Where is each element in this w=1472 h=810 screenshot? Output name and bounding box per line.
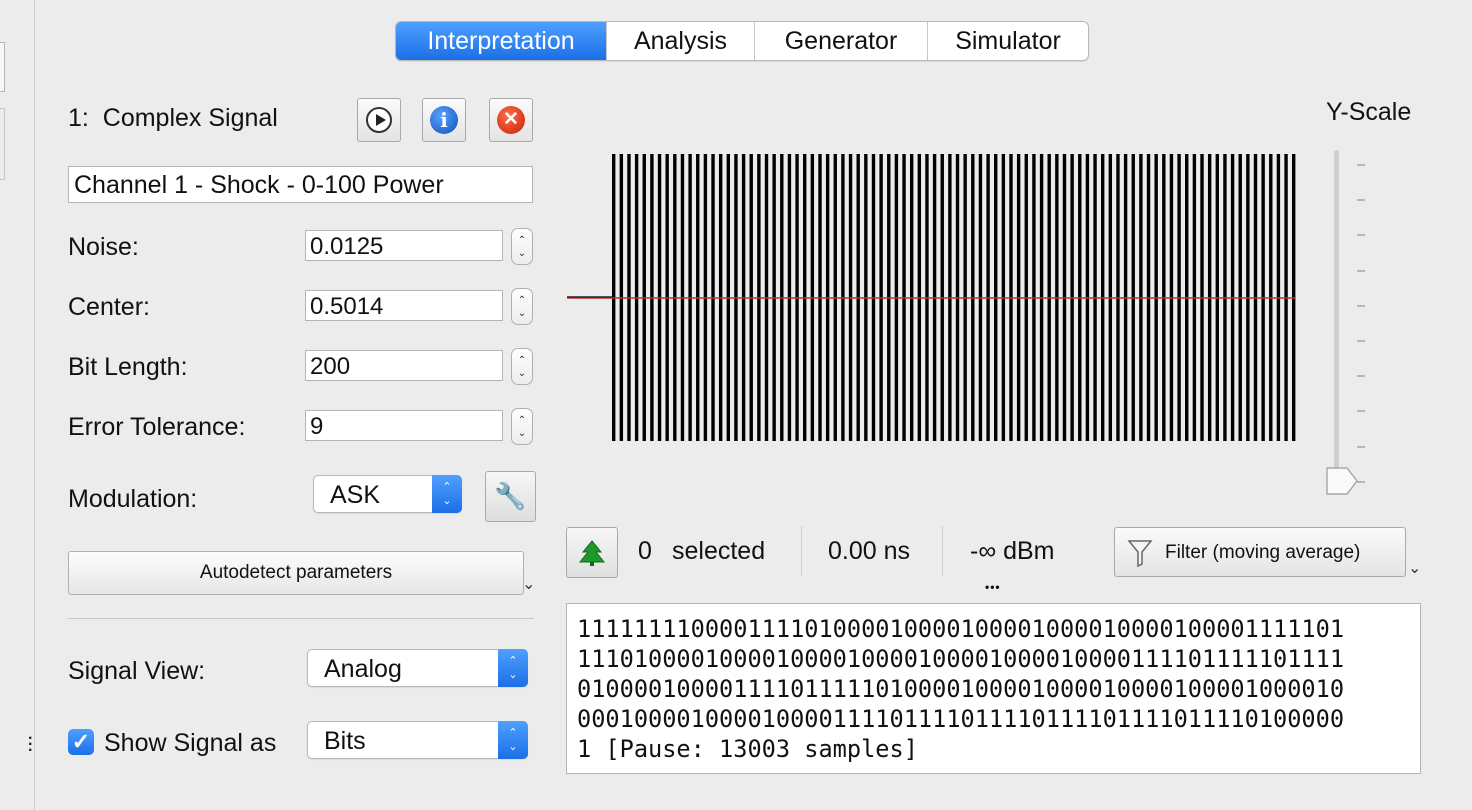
- signal-name-field[interactable]: Channel 1 - Shock - 0-100 Power: [68, 166, 533, 203]
- duration-value: 0.00 ns: [828, 537, 911, 565]
- y-scale-slider-knob[interactable]: [1325, 466, 1359, 496]
- show-signal-as-value: Bits: [324, 727, 366, 755]
- left-panel-edge: [0, 0, 35, 810]
- status-separator: [801, 526, 802, 576]
- y-scale-tick: [1357, 410, 1365, 413]
- protocol-bits-view[interactable]: 1111111100001111010000100001000010000100…: [566, 603, 1421, 774]
- status-separator: [942, 526, 943, 576]
- y-scale-tick: [1357, 375, 1365, 378]
- signal-view-label: Signal View:: [68, 657, 206, 685]
- y-scale-tick: [1357, 480, 1365, 483]
- y-scale-tick: [1357, 269, 1365, 272]
- close-signal-button[interactable]: ✕: [489, 98, 533, 142]
- tab-bar: Interpretation Analysis Generator Simula…: [395, 21, 1089, 61]
- bits-line: 1 [Pause: 13003 samples]: [577, 735, 918, 763]
- filter-button[interactable]: Filter (moving average): [1114, 527, 1406, 577]
- signal-title-text: Complex Signal: [102, 104, 278, 132]
- select-arrows-icon: ⌃ ⌄: [498, 721, 528, 759]
- play-button[interactable]: [357, 98, 401, 142]
- y-scale-tick: [1357, 445, 1365, 448]
- modulation-label: Modulation:: [68, 485, 198, 513]
- signal-plot[interactable]: [567, 150, 1297, 445]
- divider: [68, 618, 534, 619]
- show-signal-label: Show Signal as: [104, 729, 277, 757]
- left-panel-button-edge[interactable]: [0, 42, 5, 92]
- play-icon: [366, 107, 392, 133]
- bits-line: 0001000010000100001111011110111101111011…: [577, 705, 1345, 733]
- wrench-icon: 🔧: [494, 481, 527, 511]
- tab-interpretation[interactable]: Interpretation: [396, 22, 606, 60]
- y-scale-tick: [1357, 340, 1365, 342]
- close-icon: ✕: [497, 106, 525, 134]
- noise-stepper[interactable]: ⌃ ⌄: [511, 228, 533, 265]
- select-arrows-icon: ⌃ ⌄: [498, 649, 528, 687]
- y-scale-label: Y-Scale: [1326, 98, 1412, 126]
- center-stepper[interactable]: ⌃ ⌄: [511, 288, 533, 325]
- select-arrows-icon: ⌃ ⌄: [432, 475, 462, 513]
- modulation-settings-button[interactable]: 🔧: [485, 471, 536, 522]
- selected-count: 0: [638, 537, 652, 565]
- bits-line: 1110100001000010000100001000010000100001…: [577, 645, 1345, 673]
- modulation-select[interactable]: ASK ⌃ ⌄: [313, 475, 462, 513]
- left-panel-field-edge: [0, 108, 5, 180]
- splitter-handle[interactable]: · · ·: [28, 730, 34, 759]
- tab-analysis[interactable]: Analysis: [606, 22, 754, 60]
- filter-menu-chevron-icon[interactable]: ⌄: [1408, 560, 1422, 577]
- y-scale-tick: [1357, 164, 1365, 166]
- splitter-handle[interactable]: •••: [985, 580, 1001, 594]
- show-signal-checkbox[interactable]: ✓: [68, 729, 94, 755]
- noise-field[interactable]: 0.0125: [305, 230, 503, 261]
- error-tolerance-field[interactable]: 9: [305, 410, 503, 441]
- selected-label: selected: [672, 537, 766, 565]
- bits-line: 0100001000011110111110100001000010000100…: [577, 675, 1345, 703]
- modulation-value: ASK: [330, 481, 381, 509]
- noise-label: Noise:: [68, 233, 139, 261]
- bit-length-stepper[interactable]: ⌃ ⌄: [511, 348, 533, 385]
- tab-generator[interactable]: Generator: [754, 22, 927, 60]
- show-selection-button[interactable]: [566, 527, 618, 578]
- expand-chevron-icon[interactable]: ⌄: [522, 576, 536, 593]
- signal-view-select[interactable]: Analog ⌃ ⌄: [307, 649, 528, 687]
- error-tolerance-label: Error Tolerance:: [68, 413, 246, 441]
- signal-view-value: Analog: [324, 655, 402, 683]
- bit-length-label: Bit Length:: [68, 353, 188, 381]
- center-field[interactable]: 0.5014: [305, 290, 503, 321]
- green-tree-icon: [578, 539, 606, 566]
- autodetect-parameters-button[interactable]: Autodetect parameters: [68, 551, 524, 595]
- bit-length-field[interactable]: 200: [305, 350, 503, 381]
- y-scale-tick: [1357, 199, 1365, 202]
- show-signal-as-select[interactable]: Bits ⌃ ⌄: [307, 721, 528, 759]
- bits-line: 1111111100001111010000100001000010000100…: [577, 615, 1345, 643]
- y-scale-slider-track[interactable]: [1334, 150, 1339, 480]
- signal-title: 1: Complex Signal: [68, 104, 278, 133]
- tab-simulator[interactable]: Simulator: [927, 22, 1088, 60]
- y-scale-tick: [1357, 304, 1365, 307]
- filter-label: Filter (moving average): [1165, 542, 1361, 563]
- center-label: Center:: [68, 293, 150, 321]
- funnel-icon: [1127, 540, 1153, 568]
- signal-number: 1:: [68, 104, 89, 132]
- info-button[interactable]: i: [422, 98, 466, 142]
- info-icon: i: [430, 106, 458, 134]
- error-tolerance-stepper[interactable]: ⌃ ⌄: [511, 408, 533, 445]
- power-value: -∞ dBm: [970, 537, 1055, 565]
- y-scale-tick: [1357, 234, 1365, 237]
